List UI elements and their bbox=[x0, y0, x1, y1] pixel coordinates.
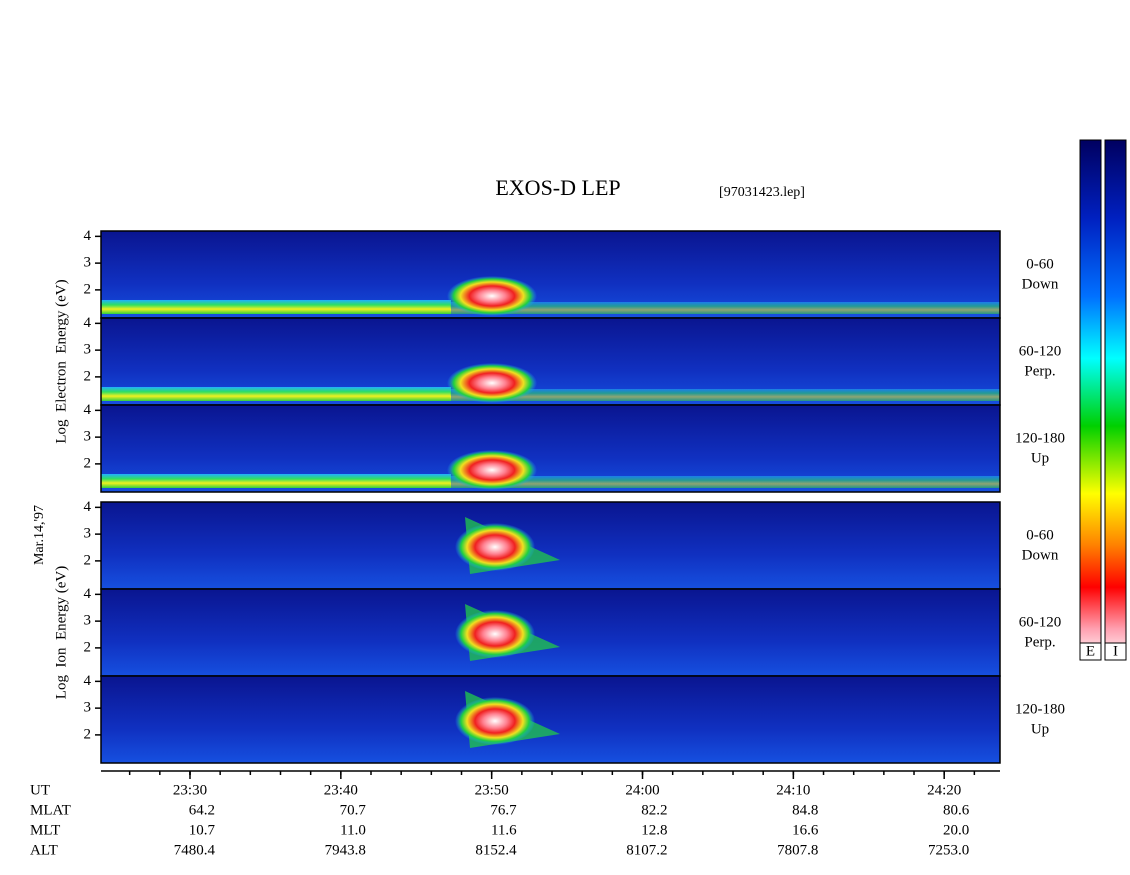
spectrogram-band bbox=[101, 300, 451, 314]
colorbar-label-box bbox=[1104, 642, 1127, 661]
spectrogram-burst bbox=[447, 450, 537, 490]
colorbar-label: I bbox=[1113, 643, 1118, 659]
orbit-value: 76.7 bbox=[490, 802, 517, 818]
y-tick-label: 2 bbox=[84, 639, 92, 655]
direction: Perp. bbox=[1024, 634, 1055, 650]
orbit-value: 84.8 bbox=[792, 802, 818, 818]
panel-frame bbox=[100, 404, 1001, 493]
y-tick-label: 2 bbox=[84, 726, 92, 742]
y-tick-label: 4 bbox=[84, 673, 92, 689]
pitch-angle: 0-60 bbox=[1026, 527, 1054, 543]
orbit-value: 8107.2 bbox=[626, 842, 667, 858]
x-tick-label: 23:40 bbox=[324, 782, 358, 798]
pitch-angle: 0-60 bbox=[1026, 256, 1054, 272]
y-tick-label: 3 bbox=[84, 255, 92, 271]
y-tick-label: 4 bbox=[84, 402, 92, 418]
spectrogram-band bbox=[450, 476, 1000, 488]
title: EXOS-D LEP bbox=[495, 175, 620, 200]
x-tick-label: 24:20 bbox=[927, 782, 961, 798]
orbit-value: 16.6 bbox=[792, 822, 819, 838]
x-tick-label: 24:10 bbox=[776, 782, 810, 798]
pitch-angle: 60-120 bbox=[1019, 614, 1062, 630]
spectrogram-background bbox=[101, 589, 1000, 676]
direction: Down bbox=[1022, 276, 1059, 292]
y-axis-label: Log Electron Energy (eV) bbox=[53, 279, 69, 443]
file-name: [97031423.lep] bbox=[719, 185, 805, 200]
orbit-value: 64.2 bbox=[189, 802, 215, 818]
spectrogram-burst bbox=[455, 523, 535, 571]
orbit-value: 11.6 bbox=[491, 822, 517, 838]
orbit-value: 7253.0 bbox=[928, 842, 969, 858]
x-tick-label: 23:50 bbox=[475, 782, 509, 798]
pitch-angle: 60-120 bbox=[1019, 343, 1062, 359]
x-tick-label: 24:00 bbox=[625, 782, 659, 798]
colorbar bbox=[1079, 139, 1102, 661]
orbit-value: 12.8 bbox=[641, 822, 667, 838]
orbit-value: 7480.4 bbox=[174, 842, 216, 858]
orbit-value: 82.2 bbox=[641, 802, 667, 818]
row-label: MLT bbox=[30, 822, 60, 838]
colorbar-label: E bbox=[1086, 643, 1095, 659]
y-tick-label: 4 bbox=[84, 315, 92, 331]
y-tick-label: 3 bbox=[84, 526, 92, 542]
spectrogram-band bbox=[450, 389, 1000, 401]
spectrogram-burst bbox=[455, 697, 535, 745]
spectrogram-band bbox=[101, 387, 451, 401]
orbit-value: 10.7 bbox=[189, 822, 216, 838]
spectrogram-burst bbox=[447, 276, 537, 316]
orbit-value: 20.0 bbox=[943, 822, 969, 838]
row-label: ALT bbox=[30, 842, 58, 858]
y-tick-label: 4 bbox=[84, 499, 92, 515]
colorbar bbox=[1104, 139, 1127, 661]
date-label: Mar.14,'97 bbox=[32, 505, 47, 565]
row-label: UT bbox=[30, 782, 50, 798]
orbit-value: 11.0 bbox=[340, 822, 366, 838]
spectrogram-burst bbox=[455, 610, 535, 658]
y-tick-label: 3 bbox=[84, 613, 92, 629]
row-label: MLAT bbox=[30, 802, 71, 818]
y-tick-label: 3 bbox=[84, 342, 92, 358]
y-tick-label: 3 bbox=[84, 700, 92, 716]
y-tick-label: 2 bbox=[84, 368, 92, 384]
colorbar-label-box bbox=[1079, 642, 1102, 661]
orbit-value: 7807.8 bbox=[777, 842, 818, 858]
spectrogram-background bbox=[101, 676, 1000, 763]
y-tick-label: 4 bbox=[84, 586, 92, 602]
y-tick-label: 3 bbox=[84, 429, 92, 445]
orbit-value: 70.7 bbox=[340, 802, 367, 818]
x-tick-label: 23:30 bbox=[173, 782, 207, 798]
panel-frame bbox=[100, 675, 1001, 764]
orbit-value: 7943.8 bbox=[325, 842, 366, 858]
y-axis-label: Log Ion Energy (eV) bbox=[53, 566, 69, 699]
spectrogram-background bbox=[101, 502, 1000, 589]
y-tick-label: 2 bbox=[84, 281, 92, 297]
pitch-angle: 120-180 bbox=[1015, 430, 1065, 446]
direction: Up bbox=[1031, 450, 1049, 466]
direction: Down bbox=[1022, 547, 1059, 563]
y-tick-label: 2 bbox=[84, 552, 92, 568]
y-tick-label: 4 bbox=[84, 228, 92, 244]
y-tick-label: 2 bbox=[84, 455, 92, 471]
orbit-value: 80.6 bbox=[943, 802, 970, 818]
direction: Up bbox=[1031, 721, 1049, 737]
direction: Perp. bbox=[1024, 363, 1055, 379]
spectrogram-band bbox=[101, 474, 451, 488]
orbit-value: 8152.4 bbox=[475, 842, 517, 858]
spectrogram-burst bbox=[447, 363, 537, 403]
spectrogram-band bbox=[450, 302, 1000, 314]
pitch-angle: 120-180 bbox=[1015, 701, 1065, 717]
